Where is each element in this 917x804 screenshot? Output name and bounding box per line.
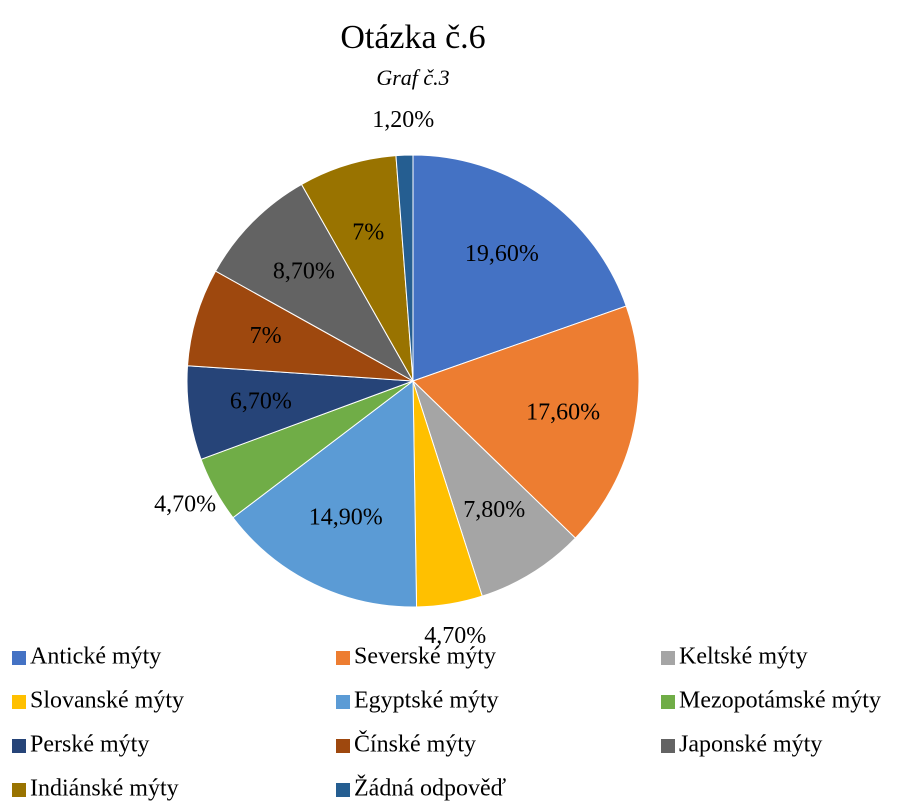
legend-label: Žádná odpověď xyxy=(354,776,507,802)
data-label: 4,70% xyxy=(154,491,216,517)
data-label: 7% xyxy=(250,323,282,349)
legend-label: Keltské mýty xyxy=(679,644,808,670)
data-label: 1,20% xyxy=(372,107,434,133)
legend-swatch xyxy=(336,651,350,665)
data-label: 17,60% xyxy=(526,399,600,425)
pie-slice xyxy=(412,305,640,539)
pie-slice xyxy=(232,380,418,608)
legend-label: Egyptské mýty xyxy=(354,688,499,714)
chart-title: Otázka č.6 xyxy=(340,19,485,56)
data-label: 7,80% xyxy=(463,497,525,523)
legend-swatch xyxy=(12,739,26,753)
pie-slice xyxy=(412,380,577,597)
legend-label: Antické mýty xyxy=(30,644,161,670)
legend-swatch xyxy=(336,783,350,797)
legend-swatch xyxy=(12,651,26,665)
chart-subtitle: Graf č.3 xyxy=(376,65,449,90)
legend-swatch xyxy=(661,739,675,753)
data-label: 6,70% xyxy=(230,388,292,414)
legend-swatch xyxy=(12,695,26,709)
data-label: 14,90% xyxy=(309,505,383,531)
legend-label: Mezopotámské mýty xyxy=(679,688,881,714)
legend-label: Slovanské mýty xyxy=(30,688,184,714)
data-label: 8,70% xyxy=(273,258,335,284)
legend-swatch xyxy=(336,739,350,753)
legend-label: Čínské mýty xyxy=(354,731,476,758)
legend-swatch xyxy=(12,783,26,797)
legend-swatch xyxy=(661,651,675,665)
data-label: 19,60% xyxy=(465,241,539,267)
legend-label: Severské mýty xyxy=(354,644,496,670)
pie-slice xyxy=(214,183,415,383)
legend-label: Japonské mýty xyxy=(679,732,822,758)
legend-label: Perské mýty xyxy=(30,732,149,758)
legend-label: Indiánské mýty xyxy=(30,776,179,802)
legend-swatch xyxy=(661,695,675,709)
data-label: 7% xyxy=(352,219,384,245)
legend-swatch xyxy=(336,695,350,709)
data-label: 4,70% xyxy=(424,623,486,649)
pie-slice xyxy=(395,154,414,382)
